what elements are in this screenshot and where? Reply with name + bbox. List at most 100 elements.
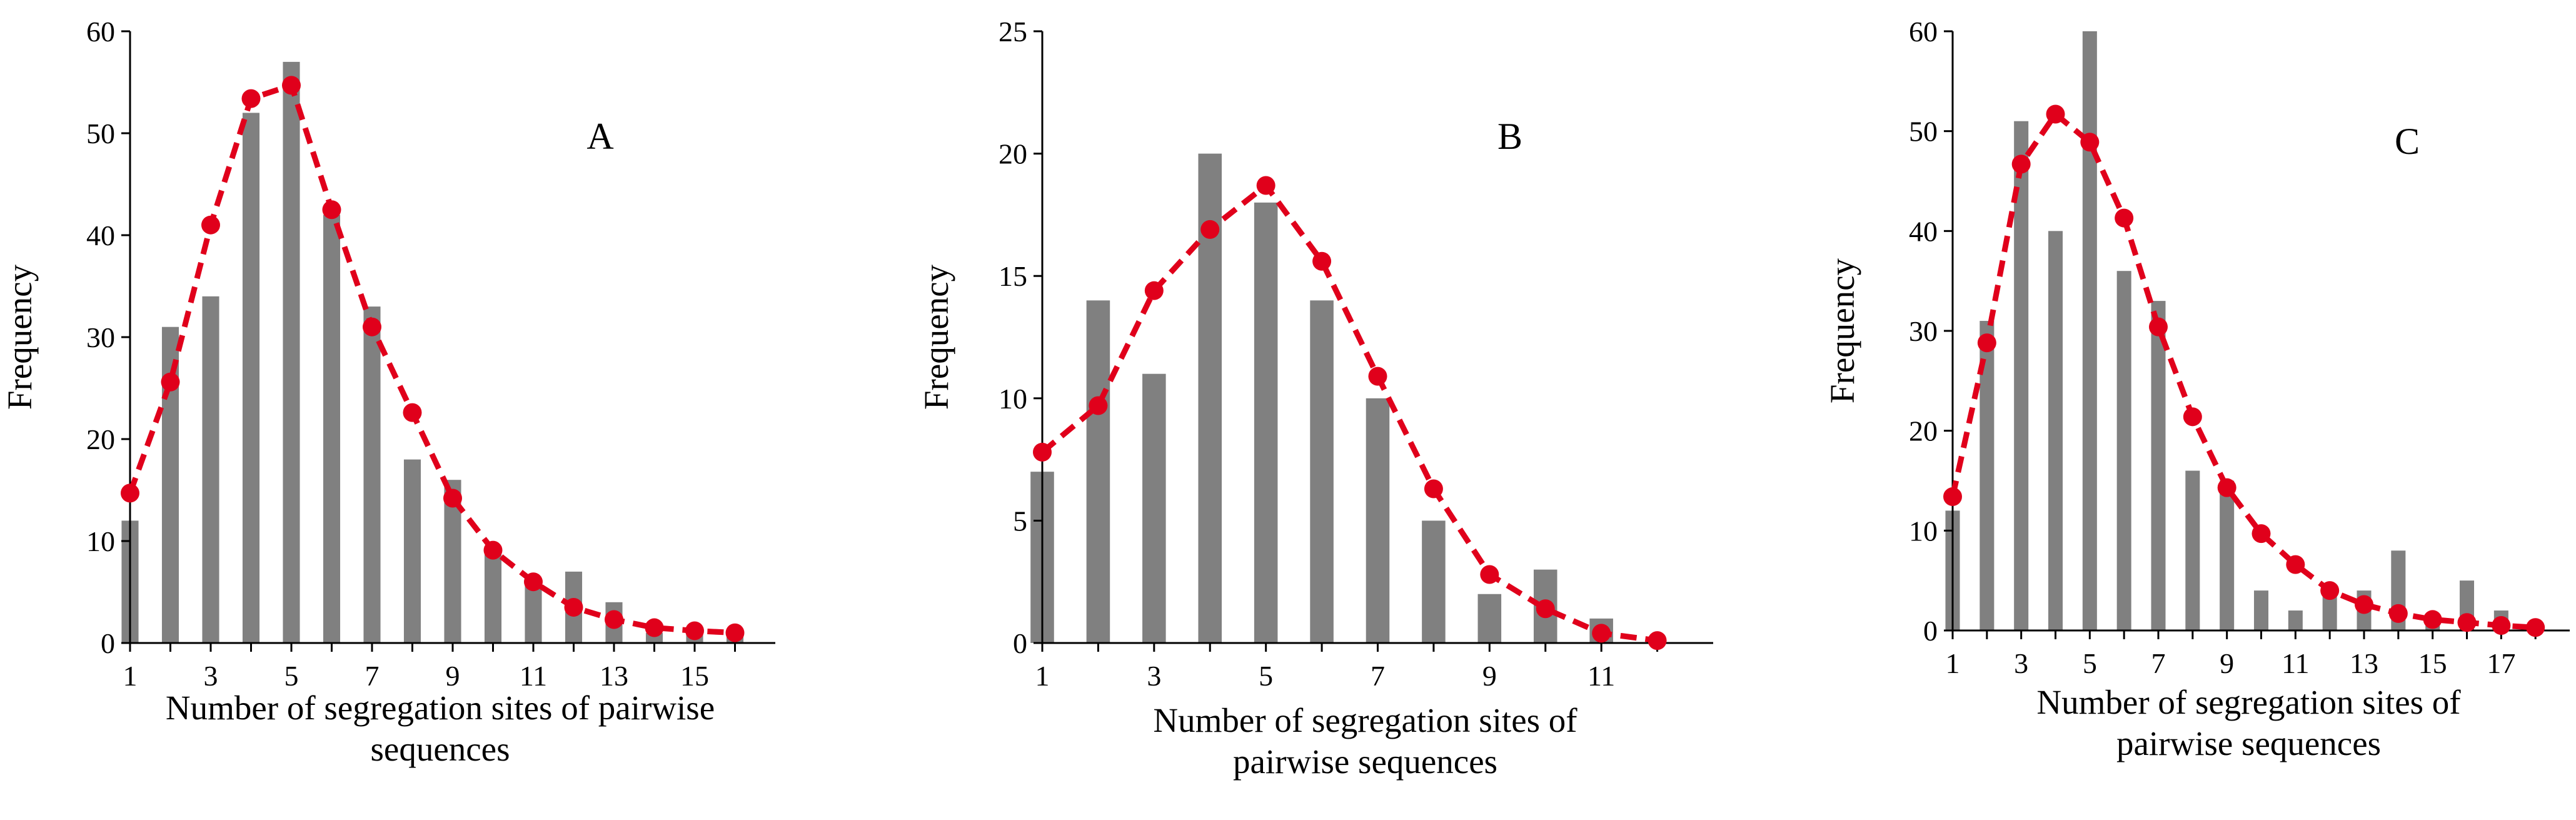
fit-marker	[1943, 487, 1962, 507]
fit-marker	[2526, 618, 2545, 637]
bar	[363, 306, 381, 644]
fit-marker	[363, 317, 381, 337]
fit-marker	[2492, 616, 2511, 635]
fit-marker	[241, 89, 261, 108]
fit-marker	[2080, 133, 2100, 152]
y-tick-label: 60	[86, 16, 115, 48]
fit-line	[127, 82, 735, 636]
x-tick-label: 11	[1587, 660, 1615, 692]
y-axis-title: Frequency	[1, 264, 39, 410]
panel-label: A	[586, 116, 613, 157]
y-tick-label: 10	[999, 383, 1027, 415]
fit-marker	[1536, 599, 1555, 619]
y-tick-label: 0	[101, 627, 115, 659]
fit-line	[1040, 182, 1658, 644]
fit-marker	[2011, 154, 2031, 174]
fit-marker	[1256, 176, 1275, 195]
x-tick-label: 15	[2418, 647, 2447, 679]
panel-b: 0 5 10 15 20 25 1 3 5 7 9 11 B Number of segregation …	[917, 16, 1713, 781]
y-tick-label: 20	[1909, 415, 1938, 447]
bar	[1980, 321, 1995, 630]
fit-marker	[2251, 524, 2271, 544]
x-axis-title: pairwise sequences	[1233, 742, 1497, 781]
fit-marker	[2115, 208, 2134, 228]
y-tick-label: 25	[999, 16, 1027, 48]
fit-marker	[1089, 396, 1108, 415]
bar	[2116, 271, 2131, 630]
bar	[2082, 31, 2097, 630]
fit-marker	[605, 610, 623, 629]
x-axis-title: sequences	[371, 730, 510, 768]
y-tick-label: 50	[86, 118, 115, 149]
bar	[484, 551, 502, 643]
y-tick-label: 15	[999, 260, 1027, 292]
x-tick-label: 9	[1482, 660, 1497, 692]
y-tick-label: 30	[86, 321, 115, 353]
fit-marker	[524, 572, 543, 592]
fit-marker	[1144, 281, 1164, 300]
fit-marker	[1480, 565, 1499, 584]
fit-marker	[2286, 555, 2305, 574]
fit-marker	[1033, 442, 1052, 462]
x-tick-label: 11	[520, 660, 547, 692]
bar	[403, 459, 421, 643]
bar	[1254, 202, 1278, 644]
x-tick-label: 5	[2083, 647, 2097, 679]
x-tick-label: 7	[2151, 647, 2166, 679]
x-axis-title: pairwise sequences	[2116, 724, 2381, 762]
x-tick-label: 3	[1147, 660, 1161, 692]
x-tick-label: 13	[2350, 647, 2378, 679]
panel-label: C	[2395, 121, 2420, 162]
x-tick-label: 5	[1259, 660, 1273, 692]
bar	[1142, 373, 1166, 643]
x-tick-label: 7	[365, 660, 380, 692]
x-tick-label: 9	[2220, 647, 2234, 679]
x-tick-label: 17	[2487, 647, 2515, 679]
fit-marker	[443, 488, 462, 508]
bar	[1477, 594, 1502, 643]
x-axis-title: Number of segregation sites of pairwise	[166, 689, 715, 727]
bar	[2151, 301, 2166, 631]
y-tick-label: 0	[1013, 627, 1027, 659]
y-tick-label: 10	[1909, 515, 1938, 547]
x-tick-label: 15	[680, 660, 709, 692]
y-tick-label: 40	[86, 220, 115, 251]
panel-label: B	[1497, 116, 1522, 157]
bar	[2288, 610, 2303, 630]
fit-marker	[2320, 581, 2340, 600]
y-axis-title: Frequency	[1823, 258, 1861, 403]
x-tick-label: 3	[2014, 647, 2028, 679]
bar	[2322, 590, 2337, 630]
bar	[283, 61, 300, 643]
bar	[323, 215, 341, 643]
x-tick-label: 1	[123, 660, 138, 692]
x-tick-label: 9	[446, 660, 460, 692]
fit-marker	[1200, 220, 1220, 239]
bar	[2220, 480, 2235, 630]
bar	[2048, 231, 2063, 630]
fit-marker	[2355, 595, 2373, 614]
bar	[1310, 300, 1334, 643]
fit-marker	[2457, 613, 2477, 632]
fit-marker	[282, 76, 301, 95]
y-axis-title: Frequency	[917, 264, 955, 410]
fit-marker	[685, 621, 704, 640]
fit-marker	[645, 618, 664, 637]
bar	[1422, 520, 1446, 643]
y-tick-label: 20	[86, 423, 115, 455]
bar	[242, 113, 260, 643]
fit-marker	[2149, 317, 2168, 337]
y-tick-label: 20	[999, 138, 1027, 170]
y-tick-label: 60	[1909, 16, 1938, 48]
fit-marker	[201, 215, 220, 235]
fit-marker	[1312, 251, 1332, 271]
x-tick-label: 3	[204, 660, 218, 692]
bar	[2185, 470, 2200, 630]
fit-marker	[2046, 104, 2065, 124]
x-tick-label: 1	[1946, 647, 1960, 679]
fit-marker	[1977, 333, 1996, 353]
fit-marker	[2183, 407, 2202, 427]
fit-marker	[564, 597, 583, 617]
